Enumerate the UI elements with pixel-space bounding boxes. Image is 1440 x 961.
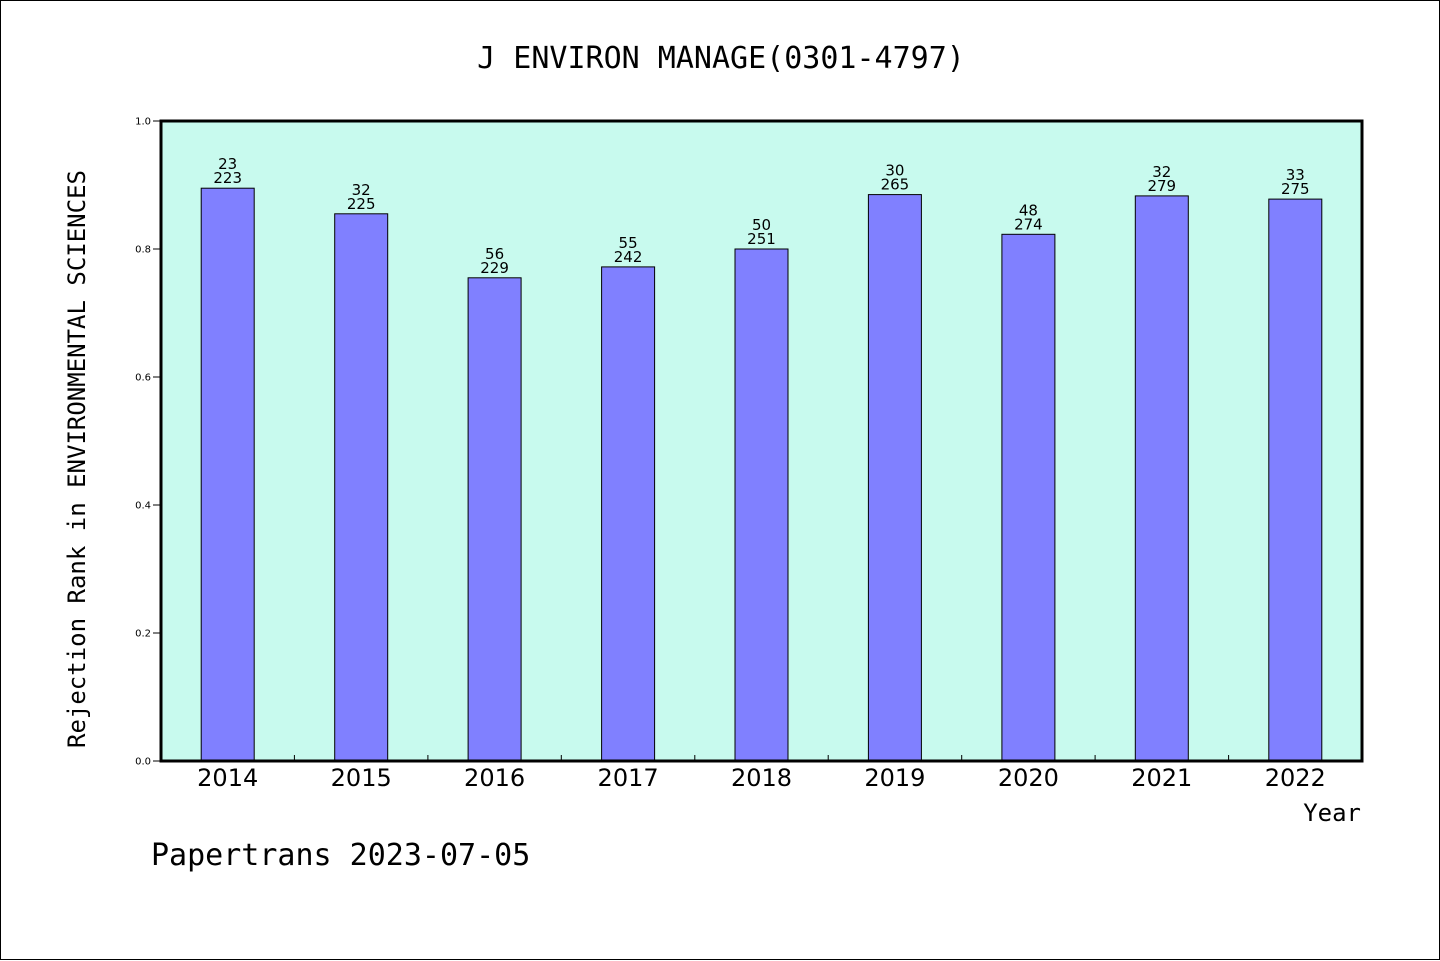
bar-data-label-2019-1: 30: [885, 162, 904, 180]
bar-data-label-2017-2: 242: [614, 248, 643, 266]
bar-2019: [867, 194, 922, 762]
y-tick-label-0.8: 0.8: [135, 245, 151, 256]
bar-data-label-2019-2: 265: [881, 176, 910, 194]
y-tick-label-0.2: 0.2: [135, 629, 151, 640]
x-tick-label-2019: 2019: [864, 764, 925, 792]
x-tick-label-2014: 2014: [197, 764, 258, 792]
bar-data-label-2022-2: 275: [1281, 180, 1310, 198]
bar-data-label-2020-1: 48: [1019, 201, 1038, 219]
plot-border: [159, 119, 1364, 763]
bar-data-label-2021-2: 279: [1147, 177, 1176, 195]
x-tick-label-2016: 2016: [464, 764, 525, 792]
x-tick-label-2017: 2017: [598, 764, 659, 792]
bar-data-label-2021-1: 32: [1152, 163, 1171, 181]
bar-data-label-2015-2: 225: [347, 195, 376, 213]
bars-layer: [200, 187, 1323, 762]
bar-data-label-2016-2: 229: [480, 259, 509, 277]
bar-data-label-2020-2: 274: [1014, 215, 1043, 233]
bar-data-label-2016-1: 56: [485, 245, 504, 263]
y-tick-label-0.0: 0.0: [135, 757, 151, 768]
y-axis-ticks: 0.0 0.2 0.4 0.6 0.8 1.0: [135, 117, 161, 768]
bar-2016: [467, 277, 522, 762]
bar-data-label-2022-1: 33: [1286, 166, 1305, 184]
x-tick-label-2021: 2021: [1131, 764, 1192, 792]
data-labels-layer: 2322332225562295524250251302654827432279…: [213, 155, 1309, 277]
bar-2014: [200, 187, 255, 762]
y-tick-label-1.0: 1.0: [135, 117, 151, 128]
y-tick-label-0.4: 0.4: [135, 501, 151, 512]
x-axis-label: Year: [1303, 799, 1361, 827]
bar-data-label-2017-1: 55: [619, 234, 638, 252]
bar-2015: [334, 213, 389, 762]
x-tick-label-2022: 2022: [1265, 764, 1326, 792]
x-tick-label-2015: 2015: [331, 764, 392, 792]
bar-2021: [1134, 195, 1189, 762]
bar-data-label-2018-1: 50: [752, 216, 771, 234]
chart-title: J ENVIRON MANAGE(0301-4797): [477, 41, 965, 76]
x-tick-label-2018: 2018: [731, 764, 792, 792]
footer-text: Papertrans 2023-07-05: [151, 838, 530, 873]
y-axis-label: Rejection Rank in ENVIRONMENTAL SCIENCES: [63, 170, 91, 748]
bar-data-label-2014-1: 23: [218, 155, 237, 173]
bar-2020: [1001, 233, 1056, 762]
bar-2022: [1268, 198, 1323, 762]
bar-2017: [601, 266, 656, 762]
bar-data-label-2015-1: 32: [352, 181, 371, 199]
bar-2018: [734, 248, 789, 762]
bar-data-label-2018-2: 251: [747, 230, 776, 248]
bar-data-label-2014-2: 223: [213, 169, 242, 187]
x-tick-label-2020: 2020: [998, 764, 1059, 792]
x-axis-ticks: 2014 2015 2016 2017 2018 2019 2020 2021 2022: [197, 755, 1326, 792]
y-tick-label-0.6: 0.6: [135, 373, 151, 384]
